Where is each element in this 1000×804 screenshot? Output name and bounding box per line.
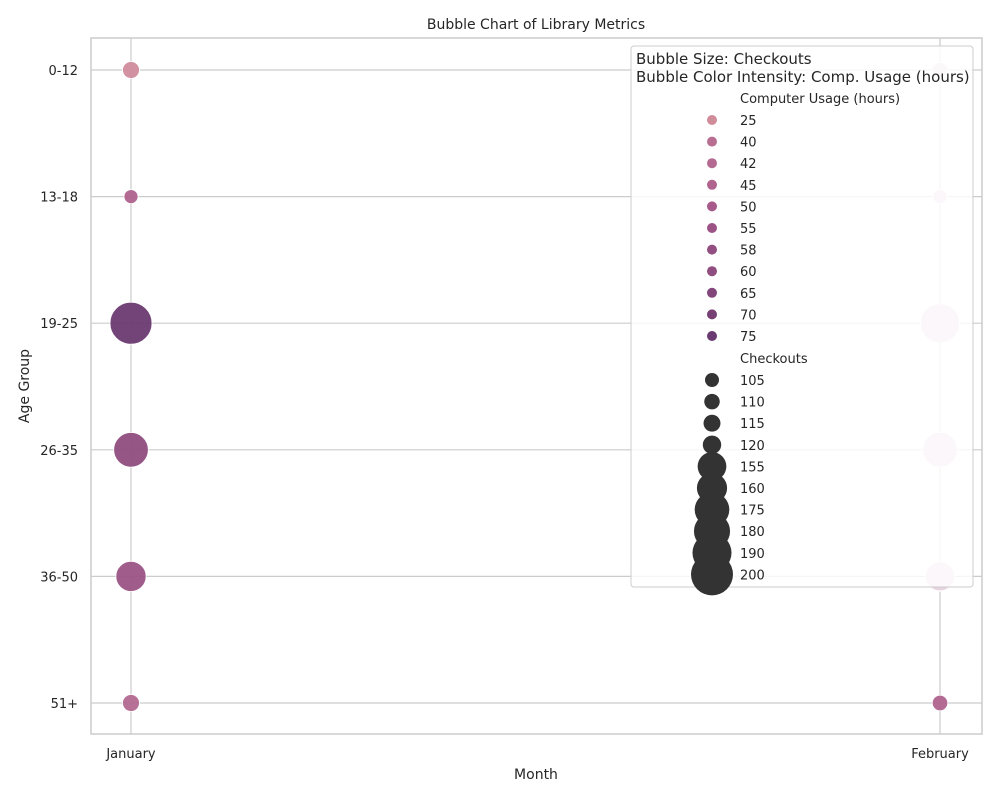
legend-size-marker — [702, 435, 722, 455]
legend-color-marker — [707, 287, 717, 298]
legend-color-marker — [707, 331, 717, 341]
axes-frame — [90, 37, 983, 735]
y-tick-label: 36-50 — [40, 570, 78, 585]
legend-size-label: 155 — [740, 460, 765, 475]
legend-size-label: 180 — [740, 525, 765, 540]
data-point — [122, 694, 140, 712]
legend-color-label: 55 — [740, 222, 757, 237]
x-tick-label: February — [911, 747, 969, 762]
data-point — [123, 189, 139, 205]
legend-size-marker — [703, 414, 721, 432]
legend-color-marker — [707, 136, 717, 147]
legend-size-marker — [704, 393, 720, 410]
data-point — [115, 560, 147, 592]
legend-color-label: 60 — [740, 265, 757, 280]
chart-title: Bubble Chart of Library Metrics — [427, 17, 645, 33]
legend-color-marker — [707, 179, 717, 190]
legend-heading-color: Bubble Color Intensity: Comp. Usage (hou… — [636, 68, 970, 86]
legend-size-label: 200 — [740, 568, 765, 583]
legend-color-label: 70 — [740, 308, 757, 323]
legend-size-label: 120 — [740, 439, 765, 454]
legend-size-label: 105 — [740, 374, 765, 389]
legend-size-label: 115 — [740, 417, 765, 432]
legend-color-marker — [707, 115, 717, 125]
data-point — [109, 301, 153, 345]
legend-color-marker — [707, 309, 717, 320]
data-point — [931, 694, 949, 712]
legend-color-title: Computer Usage (hours) — [740, 92, 900, 107]
y-tick-label: 51+ — [51, 697, 78, 712]
data-point — [122, 61, 140, 79]
x-tick-label: January — [105, 747, 156, 762]
legend-color-label: 42 — [740, 157, 757, 172]
legend-color-label: 65 — [740, 287, 757, 302]
legend-size-label: 110 — [740, 396, 765, 411]
y-axis-label: Age Group — [17, 349, 33, 423]
legend-color-marker — [707, 244, 717, 255]
legend-color-marker — [707, 201, 717, 212]
legend-size-title: Checkouts — [740, 352, 808, 367]
legend-heading-size: Bubble Size: Checkouts — [636, 50, 812, 68]
data-point — [113, 432, 149, 468]
legend-color-label: 58 — [740, 244, 757, 259]
legend-size-label: 190 — [740, 547, 765, 562]
legend-color-marker — [707, 266, 717, 277]
legend-color-label: 25 — [740, 114, 757, 129]
legend-box — [630, 45, 974, 588]
legend-color-marker — [707, 158, 717, 169]
legend-color-label: 45 — [740, 179, 757, 194]
legend-color-label: 50 — [740, 200, 757, 215]
x-axis-label: Month — [514, 767, 558, 783]
legend-color-marker — [707, 223, 717, 233]
y-tick-label: 26-35 — [40, 444, 78, 459]
y-tick-label: 0-12 — [48, 64, 78, 79]
legend-size-marker — [697, 452, 727, 481]
y-tick-label: 19-25 — [40, 317, 78, 332]
legend-size-label: 175 — [740, 504, 765, 519]
legend-size-label: 160 — [740, 482, 765, 497]
y-tick-label: 13-18 — [40, 191, 78, 206]
legend-size-marker — [691, 553, 733, 596]
legend-color-label: 40 — [740, 136, 757, 151]
legend-color-label: 75 — [740, 330, 757, 345]
legend-size-marker — [705, 373, 719, 387]
